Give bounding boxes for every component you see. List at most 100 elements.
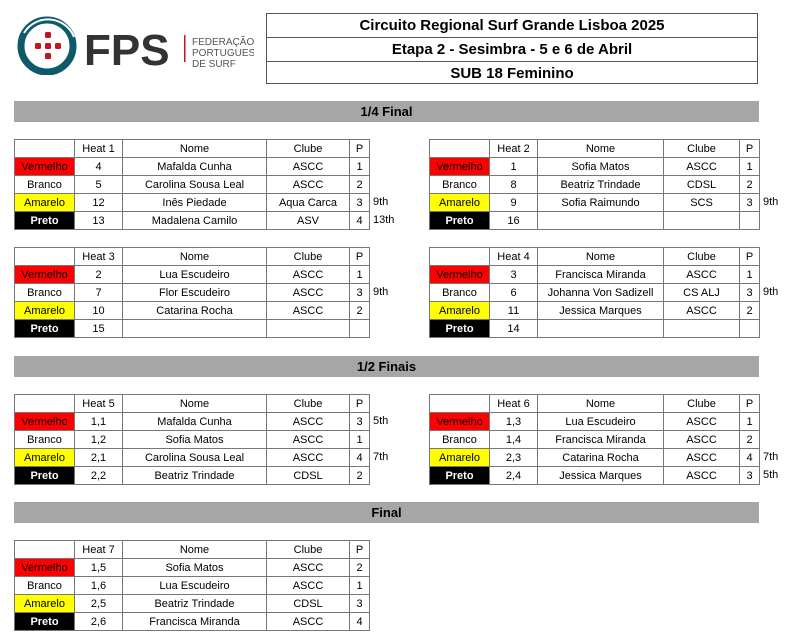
table-row: Vermelho 1 Sofia Matos ASCC 1 (429, 157, 760, 176)
heat-table: Heat 5 Nome Clube P Vermelho 1,1 Mafalda Cunha… (14, 394, 370, 485)
final-placing: 9th (763, 196, 779, 208)
blank-cell (14, 540, 75, 559)
blank-cell (429, 139, 490, 158)
position (349, 319, 370, 338)
heat-title: Heat 1 (74, 139, 123, 158)
club-header: Clube (663, 394, 740, 413)
surfer-name: Mafalda Cunha (122, 412, 267, 431)
club-header: Clube (663, 139, 740, 158)
club-header: Clube (663, 247, 740, 266)
club-header: Clube (266, 247, 350, 266)
club (663, 319, 740, 338)
seed: 2,4 (489, 466, 538, 485)
table-row: Amarelo 10 Catarina Rocha ASCC 2 (14, 301, 370, 320)
club: ASCC (663, 412, 740, 431)
seed: 1,1 (74, 412, 123, 431)
jersey-color: Amarelo (429, 193, 490, 212)
heat-title: Heat 6 (489, 394, 538, 413)
final-placing: 9th (373, 286, 389, 298)
jersey-color: Branco (14, 576, 75, 595)
table-row: Vermelho 4 Mafalda Cunha ASCC 1 (14, 157, 370, 176)
jersey-color: Preto (429, 211, 490, 230)
jersey-color: Amarelo (14, 193, 75, 212)
position (739, 211, 760, 230)
jersey-color: Vermelho (14, 265, 75, 284)
seed: 2,6 (74, 612, 123, 631)
position: 1 (739, 157, 760, 176)
final-placing: 7th (763, 451, 779, 463)
surfer-name (122, 319, 267, 338)
heat-title: Heat 4 (489, 247, 538, 266)
club: ASCC (663, 448, 740, 467)
position: 1 (739, 265, 760, 284)
seed: 1,2 (74, 430, 123, 449)
seed: 1,4 (489, 430, 538, 449)
club: ASCC (266, 283, 350, 302)
club: ASCC (266, 265, 350, 284)
position: 1 (349, 430, 370, 449)
surfer-name: Lua Escudeiro (122, 265, 267, 284)
table-row: Branco 7 Flor Escudeiro ASCC 3 (14, 283, 370, 302)
heat-table: Heat 1 Nome Clube P Vermelho 4 Mafalda Cunha AS… (14, 139, 370, 230)
seed: 11 (489, 301, 538, 320)
club (266, 319, 350, 338)
table-row: Preto 14 (429, 319, 760, 338)
table-row: Branco 1,6 Lua Escudeiro ASCC 1 (14, 576, 370, 595)
blank-cell (14, 139, 75, 158)
position: 2 (349, 175, 370, 194)
surfer-name: Francisca Miranda (537, 265, 664, 284)
jersey-color: Preto (14, 466, 75, 485)
final-placing: 5th (373, 415, 389, 427)
heat-table: Heat 4 Nome Clube P Vermelho 3 Francisca Miran… (429, 247, 760, 338)
surfer-name: Mafalda Cunha (122, 157, 267, 176)
surfer-name: Madalena Camilo (122, 211, 267, 230)
seed: 7 (74, 283, 123, 302)
heat-title: Heat 5 (74, 394, 123, 413)
surfer-name: Catarina Rocha (122, 301, 267, 320)
final-placing: 7th (373, 451, 389, 463)
seed: 10 (74, 301, 123, 320)
jersey-color: Vermelho (429, 265, 490, 284)
club: ASCC (663, 301, 740, 320)
heat-header-row: Heat 7 Nome Clube P (14, 540, 370, 559)
club: ASCC (266, 612, 350, 631)
surfer-name: Sofia Matos (122, 558, 267, 577)
heat-header-row: Heat 4 Nome Clube P (429, 247, 760, 266)
position: 4 (349, 448, 370, 467)
table-row: Branco 1,2 Sofia Matos ASCC 1 (14, 430, 370, 449)
surfer-name: Sofia Matos (122, 430, 267, 449)
position: 2 (739, 430, 760, 449)
club: ASCC (266, 430, 350, 449)
jersey-color: Branco (429, 283, 490, 302)
seed: 12 (74, 193, 123, 212)
jersey-color: Preto (429, 319, 490, 338)
surfer-name: Carolina Sousa Leal (122, 448, 267, 467)
seed: 2,3 (489, 448, 538, 467)
position: 1 (739, 412, 760, 431)
position: 1 (349, 576, 370, 595)
seed: 4 (74, 157, 123, 176)
position: 3 (349, 412, 370, 431)
surfer-name: Carolina Sousa Leal (122, 175, 267, 194)
svg-text:PORTUGUESA: PORTUGUESA (192, 48, 254, 59)
jersey-color: Branco (14, 175, 75, 194)
table-row: Amarelo 2,1 Carolina Sousa Leal ASCC 4 (14, 448, 370, 467)
section-semi-final: 1/2 Finais (14, 356, 759, 377)
svg-text:DE SURF: DE SURF (192, 59, 236, 70)
jersey-color: Amarelo (14, 448, 75, 467)
seed: 6 (489, 283, 538, 302)
club: ASCC (266, 301, 350, 320)
surfer-name: Beatriz Trindade (537, 175, 664, 194)
position: 2 (739, 175, 760, 194)
table-row: Preto 16 (429, 211, 760, 230)
blank-cell (14, 394, 75, 413)
club (663, 211, 740, 230)
table-row: Vermelho 1,3 Lua Escudeiro ASCC 1 (429, 412, 760, 431)
heat-header-row: Heat 3 Nome Clube P (14, 247, 370, 266)
club: ASCC (266, 576, 350, 595)
position-header: P (349, 394, 370, 413)
club: ASV (266, 211, 350, 230)
jersey-color: Preto (429, 466, 490, 485)
seed: 2,2 (74, 466, 123, 485)
club: ASCC (266, 175, 350, 194)
